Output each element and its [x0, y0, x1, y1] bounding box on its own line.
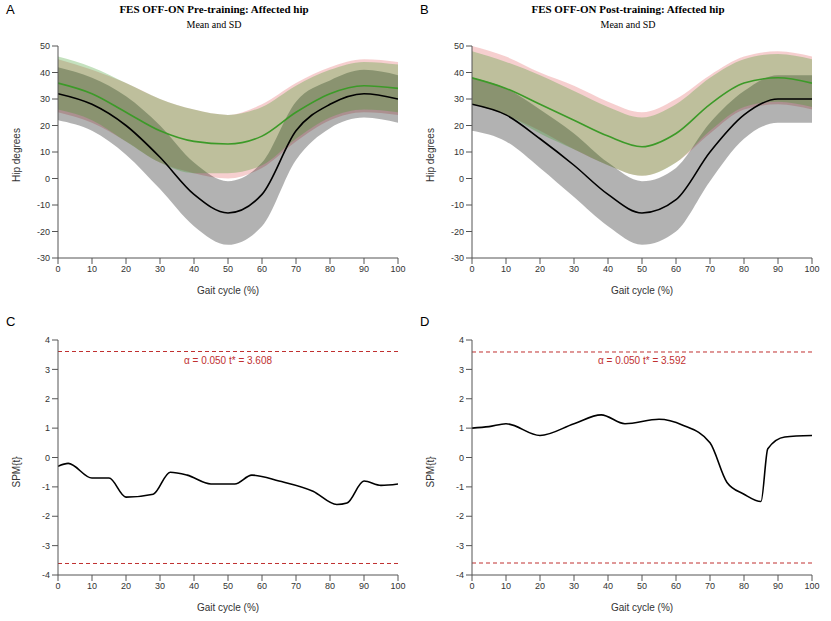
svg-text:-20: -20 — [451, 227, 464, 237]
svg-text:30: 30 — [155, 581, 165, 591]
svg-text:0: 0 — [45, 453, 50, 463]
svg-text:4: 4 — [459, 335, 464, 345]
svg-text:Gait cycle (%): Gait cycle (%) — [611, 285, 673, 296]
svg-text:40: 40 — [454, 68, 464, 78]
svg-text:0: 0 — [469, 581, 474, 591]
svg-text:60: 60 — [257, 264, 267, 274]
svg-text:50: 50 — [223, 581, 233, 591]
svg-text:SPM{t}: SPM{t} — [11, 456, 22, 488]
svg-text:-1: -1 — [42, 482, 50, 492]
svg-text:0: 0 — [459, 453, 464, 463]
svg-text:70: 70 — [291, 581, 301, 591]
svg-text:α = 0.050 t* = 3.608: α = 0.050 t* = 3.608 — [184, 355, 273, 366]
svg-text:-30: -30 — [37, 253, 50, 263]
html-text:D: D — [420, 314, 430, 329]
svg-text:-1: -1 — [456, 482, 464, 492]
svg-text:50: 50 — [40, 41, 50, 51]
html-text:Mean and SD: Mean and SD — [186, 19, 242, 30]
svg-text:80: 80 — [739, 264, 749, 274]
svg-text:20: 20 — [535, 581, 545, 591]
svg-text:-30: -30 — [451, 253, 464, 263]
html-text:FES OFF-ON Post-training: Affe: FES OFF-ON Post-training: Affected hip — [531, 3, 725, 15]
svg-text:50: 50 — [454, 41, 464, 51]
svg-text:10: 10 — [501, 264, 511, 274]
svg-text:60: 60 — [257, 581, 267, 591]
svg-text:100: 100 — [390, 581, 405, 591]
svg-text:90: 90 — [773, 581, 783, 591]
svg-text:50: 50 — [223, 264, 233, 274]
svg-text:70: 70 — [291, 264, 301, 274]
svg-text:50: 50 — [637, 264, 647, 274]
svg-text:20: 20 — [40, 121, 50, 131]
svg-text:0: 0 — [45, 174, 50, 184]
svg-text:-3: -3 — [456, 541, 464, 551]
svg-text:90: 90 — [359, 264, 369, 274]
svg-text:Hip degrees: Hip degrees — [425, 128, 436, 182]
html-text:C: C — [6, 314, 16, 329]
svg-text:30: 30 — [155, 264, 165, 274]
svg-text:100: 100 — [390, 264, 405, 274]
svg-text:1: 1 — [459, 423, 464, 433]
svg-text:-4: -4 — [42, 570, 50, 580]
svg-text:-2: -2 — [42, 511, 50, 521]
svg-text:80: 80 — [739, 581, 749, 591]
svg-text:10: 10 — [501, 581, 511, 591]
svg-text:-3: -3 — [42, 541, 50, 551]
html-text:B: B — [420, 2, 429, 17]
svg-text:10: 10 — [87, 264, 97, 274]
svg-text:20: 20 — [121, 581, 131, 591]
svg-text:-20: -20 — [37, 227, 50, 237]
svg-text:Gait cycle (%): Gait cycle (%) — [197, 602, 259, 613]
svg-text:20: 20 — [454, 121, 464, 131]
svg-text:40: 40 — [189, 581, 199, 591]
svg-text:Gait cycle (%): Gait cycle (%) — [197, 285, 259, 296]
svg-text:10: 10 — [40, 147, 50, 157]
svg-text:30: 30 — [454, 94, 464, 104]
svg-text:60: 60 — [671, 581, 681, 591]
svg-text:Gait cycle (%): Gait cycle (%) — [611, 602, 673, 613]
svg-text:-10: -10 — [37, 200, 50, 210]
svg-text:0: 0 — [459, 174, 464, 184]
svg-text:-2: -2 — [456, 511, 464, 521]
svg-text:90: 90 — [773, 264, 783, 274]
svg-text:40: 40 — [189, 264, 199, 274]
svg-text:1: 1 — [45, 423, 50, 433]
svg-text:10: 10 — [87, 581, 97, 591]
svg-text:0: 0 — [55, 581, 60, 591]
svg-text:100: 100 — [804, 264, 819, 274]
svg-text:2: 2 — [45, 394, 50, 404]
svg-text:10: 10 — [454, 147, 464, 157]
svg-text:30: 30 — [40, 94, 50, 104]
svg-text:40: 40 — [603, 264, 613, 274]
svg-text:-4: -4 — [456, 570, 464, 580]
svg-text:100: 100 — [804, 581, 819, 591]
svg-text:20: 20 — [535, 264, 545, 274]
svg-text:70: 70 — [705, 581, 715, 591]
svg-text:0: 0 — [469, 264, 474, 274]
svg-text:3: 3 — [45, 365, 50, 375]
svg-text:40: 40 — [603, 581, 613, 591]
svg-text:40: 40 — [40, 68, 50, 78]
svg-text:50: 50 — [637, 581, 647, 591]
svg-text:80: 80 — [325, 264, 335, 274]
svg-text:2: 2 — [459, 394, 464, 404]
svg-text:60: 60 — [671, 264, 681, 274]
svg-text:0: 0 — [55, 264, 60, 274]
svg-text:Hip degrees: Hip degrees — [11, 128, 22, 182]
svg-text:20: 20 — [121, 264, 131, 274]
svg-text:3: 3 — [459, 365, 464, 375]
svg-text:90: 90 — [359, 581, 369, 591]
svg-text:30: 30 — [569, 264, 579, 274]
svg-text:4: 4 — [45, 335, 50, 345]
svg-text:70: 70 — [705, 264, 715, 274]
html-text:Mean and SD: Mean and SD — [600, 19, 656, 30]
svg-text:-10: -10 — [451, 200, 464, 210]
svg-text:SPM{t}: SPM{t} — [425, 456, 436, 488]
html-text:FES OFF-ON Pre-training: Affec: FES OFF-ON Pre-training: Affected hip — [119, 3, 309, 15]
svg-text:30: 30 — [569, 581, 579, 591]
svg-text:α = 0.050 t* = 3.592: α = 0.050 t* = 3.592 — [598, 355, 687, 366]
html-text:A: A — [6, 2, 15, 17]
svg-text:80: 80 — [325, 581, 335, 591]
